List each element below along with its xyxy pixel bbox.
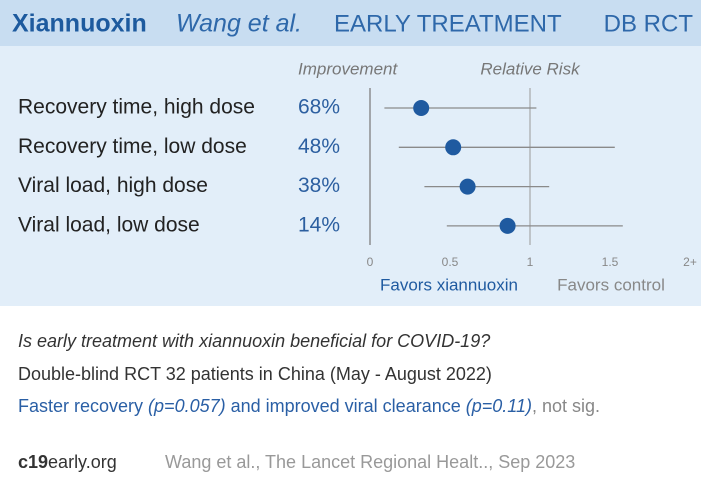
header-bar [0, 0, 701, 46]
x-tick-label: 2+ [683, 255, 697, 269]
citation: Wang et al., The Lancet Regional Healt..… [165, 452, 575, 472]
improvement-label: 14% [298, 213, 340, 236]
design: DB RCT [604, 10, 694, 37]
x-tick-label: 0 [367, 255, 374, 269]
result-part: (p=0.057) [148, 396, 226, 416]
point-estimate [445, 139, 462, 156]
site-bold: c19 [18, 452, 48, 472]
site-rest: early.org [48, 452, 117, 472]
column-title: Relative Risk [480, 59, 581, 78]
column-title: Improvement [298, 59, 398, 78]
point-estimate [499, 217, 516, 234]
x-tick-label: 0.5 [442, 255, 459, 269]
point-estimate [413, 100, 430, 116]
stage: EARLY TREATMENT [334, 10, 562, 37]
result-part: (p=0.11) [466, 396, 532, 416]
x-tick-label: 1.5 [602, 255, 619, 269]
row-label: Viral load, low dose [18, 213, 200, 236]
question: Is early treatment with xiannuoxin benef… [18, 331, 490, 351]
improvement-label: 48% [298, 135, 340, 158]
result: Faster recovery (p=0.057) and improved v… [18, 396, 600, 416]
favors-label: Favors control [557, 275, 665, 294]
x-tick-label: 1 [527, 255, 534, 269]
result-part: and improved viral clearance [226, 396, 466, 416]
chart-panel [0, 46, 701, 306]
authors: Wang et al. [176, 10, 302, 38]
improvement-label: 68% [298, 96, 340, 119]
point-estimate [459, 178, 476, 195]
favors-label: Favors xiannuoxin [380, 275, 518, 294]
title: Xiannuoxin [12, 10, 147, 38]
row-label: Viral load, high dose [18, 174, 208, 197]
row-label: Recovery time, low dose [18, 135, 247, 158]
site: c19early.org [18, 452, 117, 472]
result-part: Faster recovery [18, 396, 148, 416]
result-part: , not sig. [532, 396, 600, 416]
improvement-label: 38% [298, 174, 340, 197]
row-label: Recovery time, high dose [18, 96, 255, 119]
details: Double-blind RCT 32 patients in China (M… [18, 364, 492, 384]
